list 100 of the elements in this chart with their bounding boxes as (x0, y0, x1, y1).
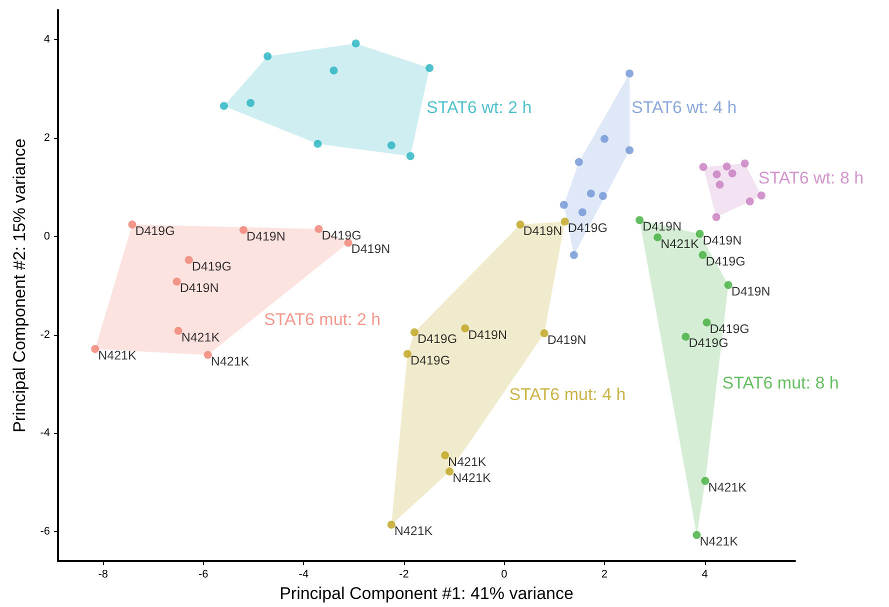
point (682, 332, 690, 341)
point (722, 162, 731, 170)
annotation: D419G (410, 353, 450, 368)
point (314, 140, 322, 148)
point (330, 66, 338, 75)
annotation: N421K (181, 330, 220, 344)
point (560, 218, 569, 226)
point (740, 160, 749, 168)
point (174, 326, 182, 335)
annotation: N421K (700, 534, 739, 549)
annotation: D419N (702, 233, 742, 248)
annotation: D419G (192, 259, 232, 274)
series-label: STAT6 wt: 4 h (632, 98, 737, 117)
point (184, 256, 193, 264)
point (716, 180, 724, 189)
y-tick-label: -4 (40, 427, 50, 440)
point (352, 39, 360, 48)
y-tick-label: -2 (40, 328, 50, 341)
point (699, 162, 708, 171)
point (264, 52, 272, 60)
point (128, 220, 136, 229)
point (560, 200, 568, 209)
annotation: D419N (351, 242, 390, 256)
x-axis-title: Principal Component #1: 41% variance (280, 584, 574, 603)
annotation: D419N (468, 328, 508, 342)
point (626, 69, 634, 78)
point (387, 141, 396, 150)
point (586, 190, 595, 198)
point (540, 329, 548, 338)
point (91, 345, 100, 354)
point (702, 318, 711, 326)
annotation: D419N (180, 281, 219, 296)
annotation: D419G (568, 221, 608, 236)
series-label: STAT6 wt: 8 h (758, 168, 864, 188)
point (461, 324, 470, 332)
point (757, 192, 766, 200)
series-label: STAT6 wt: 2 h (426, 98, 532, 117)
point (728, 169, 736, 178)
x-tick-label: -2 (399, 568, 409, 581)
annotation: N421K (452, 471, 492, 486)
y-axis-title: Principal Component #2: 15% variance (10, 138, 29, 432)
annotation: D419N (731, 284, 770, 299)
annotation: D419G (322, 228, 362, 242)
point (516, 220, 524, 229)
x-tick-label: 2 (601, 568, 608, 581)
annotation: N421K (210, 354, 250, 368)
x-tick-label: -8 (98, 568, 108, 581)
text: STAT6 mut: 2 h (264, 310, 381, 329)
annotation: N421K (394, 524, 434, 538)
point (600, 134, 608, 143)
annotation: D419N (547, 332, 586, 347)
point (441, 451, 450, 460)
text: STAT6 mut: 4 h (509, 384, 626, 404)
annotation: D419G (706, 254, 746, 269)
point (387, 520, 396, 529)
annotation: N421K (660, 236, 700, 251)
annotation: D419G (135, 224, 175, 238)
point (204, 350, 212, 359)
annotation: N421K (98, 348, 137, 363)
annotation: N421K (448, 454, 487, 469)
x-tick-label: 4 (702, 568, 708, 581)
point (598, 192, 607, 200)
x-tick-label: -6 (198, 568, 208, 581)
text: STAT6 mut: 8 h (722, 373, 839, 392)
point (636, 216, 644, 224)
x-tick-label: 0 (501, 568, 508, 581)
point (696, 230, 704, 238)
point (692, 531, 701, 540)
point (698, 251, 707, 260)
point (626, 146, 634, 154)
annotation: D419N (523, 224, 562, 238)
point (246, 99, 255, 107)
y-tick-label: 2 (44, 132, 50, 144)
annotation: N421K (708, 480, 748, 494)
point (746, 197, 754, 206)
point (240, 226, 248, 234)
x-tick-label: -4 (298, 568, 309, 581)
point (570, 251, 578, 260)
point (446, 468, 454, 476)
point (314, 224, 323, 233)
point (426, 64, 434, 72)
annotation: D419N (642, 220, 682, 234)
point (410, 328, 418, 336)
point (712, 170, 721, 178)
point (574, 158, 583, 166)
y-tick-label: 0 (44, 230, 50, 242)
annotation: D419G (417, 332, 458, 346)
point (724, 281, 732, 290)
annotation: D419N (246, 229, 286, 244)
point (701, 476, 710, 485)
point (712, 213, 720, 222)
point (403, 350, 412, 358)
point (654, 233, 662, 242)
annotation: D419G (688, 336, 728, 350)
point (172, 278, 181, 286)
point (406, 152, 414, 160)
point (220, 102, 228, 110)
point (578, 208, 586, 216)
y-tick-label: 4 (44, 34, 50, 46)
y-tick-label: -6 (40, 526, 50, 538)
